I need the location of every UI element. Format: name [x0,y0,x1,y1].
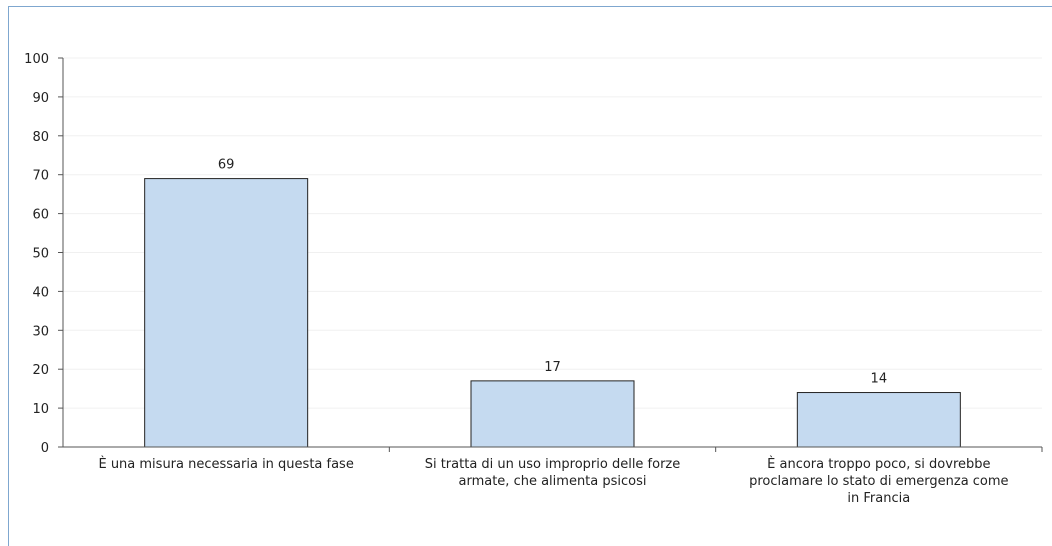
bar [144,178,309,448]
chart-frame [8,6,1052,546]
x-category-label-line: È ancora troppo poco, si dovrebbe [767,456,990,472]
y-tick-label: 0 [41,441,49,456]
y-tick-label: 100 [24,52,49,67]
y-tick-label: 60 [32,208,49,223]
y-tick-label: 10 [32,402,49,417]
y-tick-label: 80 [32,130,49,145]
x-category-label-line: armate, che alimenta psicosi [459,474,647,489]
x-category-label-line: proclamare lo stato di emergenza come [749,474,1008,489]
x-category-label-line: Si tratta di un uso improprio delle forz… [425,457,681,472]
y-tick-label: 70 [32,169,49,184]
x-category-label-line: È una misura necessaria in questa fase [98,456,353,472]
x-category-label: È ancora troppo poco, si dovrebbe proclam… [749,456,1008,506]
data-labels: 69 17 14 [218,158,887,387]
x-category-label: È una misura necessaria in questa fase [98,456,353,472]
data-label: 69 [218,158,235,173]
y-tick-label: 50 [32,247,49,262]
x-category-label-line: in Francia [847,491,910,506]
bar [796,392,961,448]
y-tick-label: 40 [32,285,49,300]
bars [144,178,961,448]
y-tick-label: 30 [32,324,49,339]
y-axis-ticks: 0 10 20 30 40 50 60 70 80 90 100 [24,52,63,456]
bar [470,380,635,448]
x-axis-categories: È una misura necessaria in questa fase Si… [98,456,1008,506]
x-category-label: Si tratta di un uso improprio delle forz… [425,457,681,489]
y-tick-label: 20 [32,363,49,378]
data-label: 14 [871,372,888,387]
y-tick-label: 90 [32,91,49,106]
data-label: 17 [544,360,561,375]
